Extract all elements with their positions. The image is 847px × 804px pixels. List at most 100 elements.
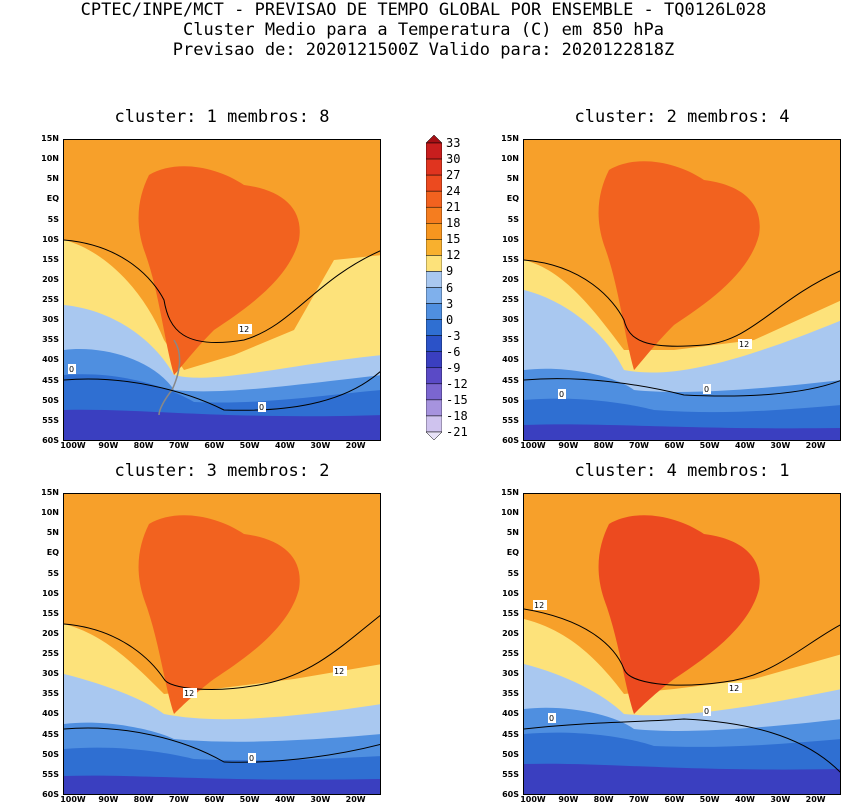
lat-tick-label: 30S <box>502 669 519 679</box>
colorbar-tick-label: 12 <box>446 248 461 263</box>
lat-tick-label: 45S <box>42 729 59 739</box>
panel-title: cluster: 2 membros: 4 <box>574 107 790 127</box>
contour-label: 0 <box>558 389 566 399</box>
colorbar-tick-label: -18 <box>446 408 468 423</box>
contour-label: 12 <box>533 600 547 610</box>
map-panel-cluster-1: cluster: 1 membros: 8 12 0 0 15N 10N 5N EQ 5S 1… <box>41 107 381 450</box>
lat-tick-label: 10N <box>41 508 59 518</box>
lat-tick-label: 5S <box>47 214 59 224</box>
lat-tick-label: 60S <box>42 790 59 799</box>
lon-tick-label: 40W <box>735 795 755 804</box>
colorbar-swatch <box>426 415 442 433</box>
svg-text:12: 12 <box>239 325 249 334</box>
lon-tick-label: 40W <box>275 441 295 450</box>
lat-tick-label: 5S <box>507 568 519 578</box>
lat-tick-label: 5N <box>46 528 59 538</box>
colorbar-swatch <box>426 431 442 440</box>
lat-tick-label: 35S <box>502 335 519 345</box>
lon-tick-label: 20W <box>805 441 826 450</box>
lat-tick-label: 10S <box>42 234 59 244</box>
lon-tick-label: 70W <box>169 441 189 450</box>
colorbar-swatch <box>426 287 442 304</box>
lon-tick-label: 90W <box>98 441 119 450</box>
lat-tick-label: EQ <box>46 194 59 204</box>
contour-label: 0 <box>248 753 256 763</box>
lon-tick-label: 80W <box>133 795 154 804</box>
colorbar-swatch <box>426 367 442 385</box>
panel-title: cluster: 1 membros: 8 <box>114 107 330 127</box>
lat-tick-label: 5N <box>506 528 519 538</box>
lat-tick-label: 20S <box>502 628 519 638</box>
svg-text:12: 12 <box>184 689 194 698</box>
lat-tick-label: 25S <box>502 295 519 305</box>
lat-tick-label: 30S <box>42 315 59 325</box>
contour-label: 12 <box>738 339 752 349</box>
lat-tick-label: 40S <box>42 355 59 365</box>
lon-tick-label: 20W <box>345 795 366 804</box>
colorbar-tick-label: 27 <box>446 168 461 183</box>
map-panel-cluster-2: cluster: 2 membros: 4 12 0 0 15N 10N 5N EQ 5S 1… <box>501 107 841 450</box>
lat-tick-label: 5N <box>46 174 59 184</box>
lon-tick-label: 70W <box>169 795 189 804</box>
lat-tick-label: 60S <box>502 790 519 799</box>
lat-tick-label: 35S <box>42 689 59 699</box>
lat-tick-label: 40S <box>502 355 519 365</box>
svg-text:12: 12 <box>534 601 544 610</box>
svg-text:12: 12 <box>729 684 739 693</box>
lat-tick-label: 20S <box>42 274 59 284</box>
lon-tick-label: 100W <box>60 441 86 450</box>
contour-label: 0 <box>548 713 556 723</box>
lon-tick-label: 60W <box>664 795 685 804</box>
colorbar-tick-label: -9 <box>446 360 461 375</box>
contour-label: 12 <box>183 688 197 698</box>
lat-tick-label: 50S <box>502 395 519 405</box>
lon-tick-label: 40W <box>735 441 755 450</box>
lat-tick-label: 15N <box>41 134 59 143</box>
colorbar-tick-label: -6 <box>446 344 461 359</box>
map-svg: 12 12 0 <box>64 494 380 794</box>
lon-tick-label: 30W <box>310 441 331 450</box>
lat-tick-label: 55S <box>42 415 59 425</box>
lat-tick-label: 10N <box>501 508 519 518</box>
colorbar-tick-label: -3 <box>446 328 461 343</box>
lat-tick-label: 15N <box>501 488 519 497</box>
lon-tick-label: 60W <box>204 795 225 804</box>
colorbar-tick-label: 21 <box>446 200 461 215</box>
lat-tick-label: EQ <box>506 194 519 204</box>
map-svg: 12 0 0 <box>524 140 840 440</box>
colorbar-swatch <box>426 239 442 256</box>
lat-tick-label: 40S <box>502 709 519 719</box>
colorbar-swatch <box>426 135 442 144</box>
colorbar-swatch <box>426 271 442 288</box>
lon-tick-label: 50W <box>699 441 720 450</box>
svg-text:0: 0 <box>69 365 74 374</box>
colorbar-tick-label: -15 <box>446 392 468 407</box>
temperature-map: 12 0 0 <box>63 139 381 441</box>
lat-tick-label: 45S <box>42 375 59 385</box>
lat-tick-label: 5S <box>507 214 519 224</box>
lat-tick-label: 15S <box>502 608 519 618</box>
colorbar-swatch <box>426 223 442 240</box>
temperature-map: 12 12 0 0 <box>523 493 841 795</box>
lon-tick-label: 100W <box>60 795 86 804</box>
colorbar <box>426 135 442 440</box>
lat-tick-label: 15S <box>502 254 519 264</box>
lat-tick-label: 55S <box>42 769 59 779</box>
lat-tick-label: 10N <box>41 154 59 164</box>
lon-tick-label: 30W <box>310 795 331 804</box>
colorbar-tick-label: 18 <box>446 216 461 231</box>
contour-label: 0 <box>703 384 711 394</box>
colorbar-tick-label: 3 <box>446 296 454 311</box>
contour-label: 0 <box>68 364 76 374</box>
map-svg: 12 12 0 0 <box>524 494 840 794</box>
lat-tick-label: 50S <box>42 395 59 405</box>
chart-title-line2: Cluster Medio para a Temperatura (C) em … <box>182 20 665 40</box>
colorbar-swatch <box>426 303 442 320</box>
lat-tick-label: 20S <box>42 628 59 638</box>
lat-tick-label: 60S <box>42 436 59 445</box>
contour-label: 12 <box>728 683 742 693</box>
svg-text:0: 0 <box>704 707 709 716</box>
lat-tick-label: 15N <box>501 134 519 143</box>
lat-tick-label: EQ <box>506 548 519 558</box>
lat-tick-label: 10S <box>502 234 519 244</box>
